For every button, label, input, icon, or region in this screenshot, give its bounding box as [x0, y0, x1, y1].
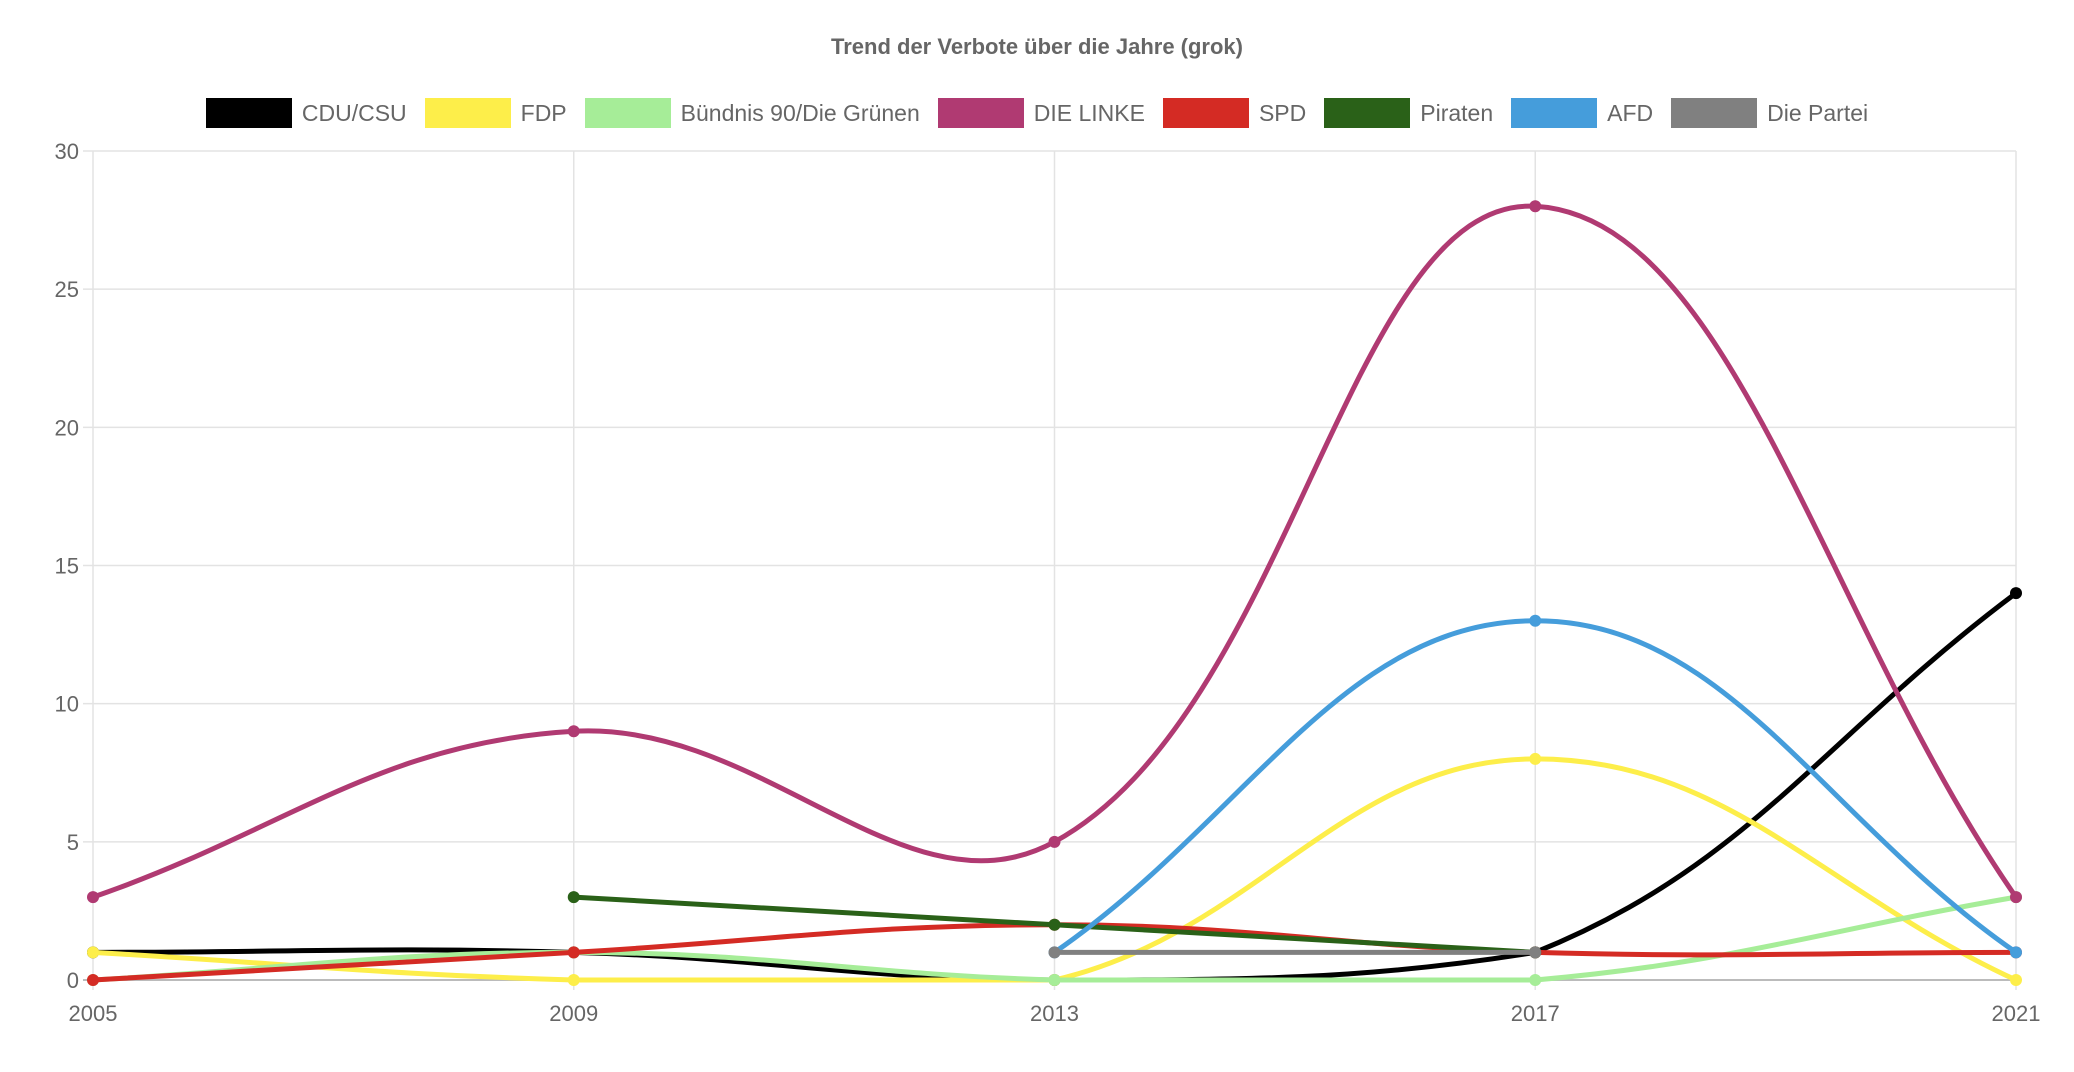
data-point: [1048, 946, 1061, 959]
legend-item[interactable]: Die Partei: [1671, 98, 1868, 128]
data-point: [1529, 200, 1542, 213]
legend-label: AFD: [1607, 99, 1654, 126]
data-point: [87, 974, 99, 986]
data-point: [567, 891, 580, 904]
y-tick-label: 0: [67, 968, 79, 993]
legend-swatch: [1511, 98, 1598, 128]
data-point: [567, 974, 580, 986]
legend-swatch: [937, 98, 1024, 128]
legend-label: Die Partei: [1767, 99, 1869, 126]
legend-item[interactable]: Piraten: [1324, 98, 1493, 128]
data-point: [567, 946, 580, 959]
legend-swatch: [1324, 98, 1411, 128]
data-point: [2010, 891, 2022, 904]
legend-item[interactable]: FDP: [424, 98, 567, 128]
legend-label: DIE LINKE: [1033, 99, 1145, 126]
data-point: [1048, 974, 1061, 986]
legend-item[interactable]: DIE LINKE: [937, 98, 1145, 128]
legend-label: FDP: [520, 99, 567, 126]
legend-label: Bündnis 90/Die Grünen: [680, 99, 920, 126]
legend-label: SPD: [1258, 99, 1307, 126]
series-line: [92, 756, 2018, 983]
x-tick-label: 2013: [1030, 1001, 1079, 1026]
legend-item[interactable]: AFD: [1511, 98, 1653, 128]
data-point: [1529, 974, 1542, 986]
legend-swatch: [424, 98, 511, 128]
y-tick-label: 20: [55, 415, 79, 440]
legend-item[interactable]: SPD: [1162, 98, 1307, 128]
legend-swatch: [1162, 98, 1249, 128]
y-tick-label: 10: [55, 692, 79, 717]
legend-label: CDU/CSU: [301, 99, 407, 126]
chart-title: Trend der Verbote über die Jahre (grok): [831, 34, 1243, 59]
y-tick-label: 5: [67, 830, 79, 855]
y-tick-label: 30: [55, 139, 79, 164]
data-point: [1529, 614, 1542, 627]
x-tick-label: 2005: [69, 1001, 118, 1026]
x-tick-label: 2021: [1992, 1001, 2041, 1026]
data-point: [1529, 946, 1542, 959]
data-point: [2010, 974, 2022, 986]
data-point: [2010, 587, 2022, 600]
x-tick-label: 2009: [549, 1001, 598, 1026]
data-point: [1048, 835, 1061, 848]
x-tick-label: 2017: [1511, 1001, 1560, 1026]
data-point: [87, 891, 99, 904]
y-tick-label: 15: [55, 554, 79, 579]
legend-item[interactable]: Bündnis 90/Die Grünen: [584, 98, 920, 128]
legend-swatch: [205, 98, 292, 128]
legend-item[interactable]: CDU/CSU: [205, 98, 407, 128]
legend-swatch: [584, 98, 671, 128]
data-point: [1529, 752, 1542, 765]
y-tick-label: 25: [55, 277, 79, 302]
data-point: [567, 725, 580, 738]
data-point: [2010, 946, 2022, 959]
legend: CDU/CSU FDP Bündnis 90/Die Grünen DIE LINKE…: [0, 98, 2074, 128]
data-point: [87, 946, 99, 959]
data-point: [1048, 918, 1061, 931]
legend-swatch: [1671, 98, 1758, 128]
series-line: [92, 203, 2019, 900]
legend-label: Piraten: [1420, 99, 1494, 126]
